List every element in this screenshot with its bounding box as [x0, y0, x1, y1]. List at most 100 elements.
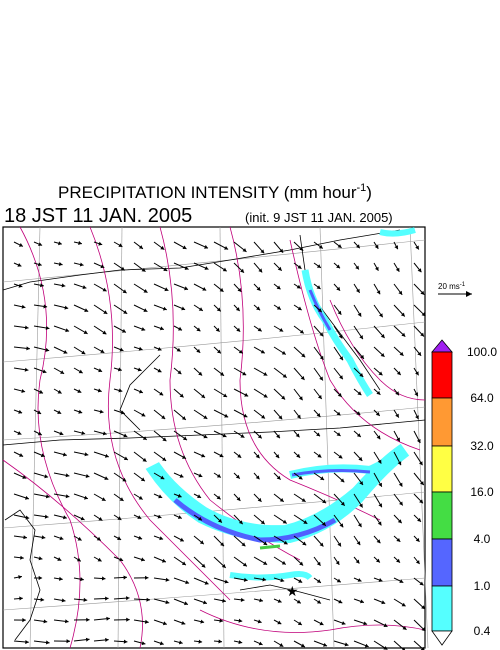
- wind-vector-head: [143, 308, 148, 312]
- wind-vector-head: [299, 561, 304, 566]
- wind-vector-head: [201, 563, 206, 568]
- wind-vector-head: [296, 599, 301, 604]
- wind-vector-head: [104, 453, 109, 458]
- wind-vector-head: [415, 415, 419, 420]
- colorbar-labels: 100.0 64.0 32.0 16.0 4.0 1.0 0.4: [467, 345, 497, 638]
- wind-vector-head: [277, 620, 282, 625]
- wind-vector-head: [396, 558, 400, 563]
- wind-scale-exponent: -1: [460, 282, 466, 288]
- wind-vector-head: [65, 494, 70, 499]
- wind-vector-head: [122, 477, 127, 482]
- wind-vector-head: [178, 640, 183, 645]
- wind-vector-head: [37, 262, 42, 267]
- wind-vector-head: [84, 308, 89, 312]
- wind-vector-head: [360, 354, 364, 359]
- map: ★: [2, 226, 429, 650]
- wind-vector-head: [303, 520, 308, 524]
- wind-vector-head: [25, 495, 29, 500]
- wind-vector-head: [198, 371, 203, 376]
- wind-vector-head: [279, 248, 284, 253]
- wind-vector-head: [138, 495, 143, 500]
- wind-vector-head: [421, 312, 426, 317]
- wind-vector-head: [98, 241, 103, 246]
- wind-vector-head: [61, 283, 66, 288]
- wind-vector-head: [260, 349, 265, 354]
- wind-vector-head: [383, 623, 388, 627]
- wind-vector-head: [277, 599, 282, 603]
- wind-vector-head: [316, 285, 321, 289]
- wind-vector-head: [140, 477, 145, 482]
- precipitation: ★: [145, 227, 416, 599]
- wind-vector-head: [84, 452, 89, 457]
- wind-vector-head: [79, 262, 84, 267]
- wind-vector-head: [18, 409, 23, 414]
- wind-vector-head: [184, 601, 188, 606]
- wind-vector-head: [217, 349, 221, 354]
- coastlines: [2, 229, 426, 641]
- wind-vector-head: [415, 537, 420, 542]
- wind-vector-head: [18, 575, 22, 580]
- wind-vector-head: [375, 266, 379, 271]
- title: PRECIPITATION INTENSITY (mm hour-1): [58, 182, 372, 202]
- wind-vector-head: [300, 643, 305, 648]
- wind-vector-head: [62, 452, 67, 457]
- wind-vector-head: [281, 350, 286, 355]
- wind-vector-head: [198, 307, 203, 311]
- wind-vector-head: [224, 579, 229, 584]
- wind-vector-head: [337, 542, 341, 547]
- wind-vector-head: [357, 523, 362, 528]
- colorbar-bin: [431, 397, 453, 447]
- wind-vector-head: [364, 643, 369, 648]
- wind-vector-head: [216, 495, 221, 500]
- wind-vector-head: [238, 349, 243, 354]
- wind-vector-head: [117, 367, 122, 372]
- wind-vector-head: [78, 240, 82, 245]
- wind-vector-head: [260, 520, 265, 525]
- wind-vector-head: [42, 369, 47, 374]
- wind-vector-head: [258, 268, 263, 273]
- wind-vector-head: [299, 246, 304, 251]
- wind-vector-head: [106, 616, 110, 621]
- wind-vector-head: [63, 515, 67, 520]
- wind-vector-head: [397, 519, 402, 524]
- wind-vector-head: [163, 267, 168, 271]
- wind-vector-head: [61, 598, 66, 603]
- wind-vector-head: [415, 371, 419, 376]
- wind-vector-head: [222, 267, 227, 272]
- colorbar-label: 0.4: [474, 624, 491, 638]
- wind-vector-head: [80, 577, 84, 582]
- wind-vector-head: [336, 578, 341, 583]
- wind-vector-head: [218, 518, 222, 523]
- wind-vector-head: [65, 473, 70, 478]
- wind-vector-head: [257, 497, 262, 502]
- wind-vector-head: [22, 475, 27, 479]
- wind-vector-head: [98, 368, 103, 373]
- wind-vector-head: [37, 410, 42, 414]
- wind-vector-head: [204, 244, 208, 249]
- wind-vector-head: [356, 288, 360, 293]
- colorbar: [431, 339, 453, 646]
- colorbar-bin: [431, 445, 453, 493]
- wind-vector-head: [417, 517, 421, 522]
- wind-vector-head: [377, 521, 382, 526]
- wind-vector-head: [37, 431, 42, 436]
- wind-vector-head: [238, 520, 243, 525]
- wind-vector-head: [183, 436, 187, 441]
- wind-vector-head: [181, 306, 186, 311]
- wind-vector-head: [60, 370, 65, 374]
- wind-vector-head: [158, 494, 163, 499]
- wind-vector-head: [339, 375, 343, 380]
- wind-vector-head: [276, 285, 281, 290]
- wind-vector-head: [243, 577, 248, 582]
- wind-vector-head: [198, 516, 202, 521]
- wind-vector-head: [378, 578, 383, 582]
- wind-vector-head: [196, 327, 201, 332]
- wind-vector-head: [17, 431, 22, 435]
- wind-vector-head: [337, 393, 342, 397]
- wind-vector-head: [263, 541, 268, 545]
- wind-vector-head: [338, 454, 343, 459]
- wind-vector-head: [344, 642, 349, 647]
- wind-vector-head: [102, 330, 107, 335]
- wind-vector-head: [317, 599, 321, 604]
- wind-vector-head: [338, 599, 343, 604]
